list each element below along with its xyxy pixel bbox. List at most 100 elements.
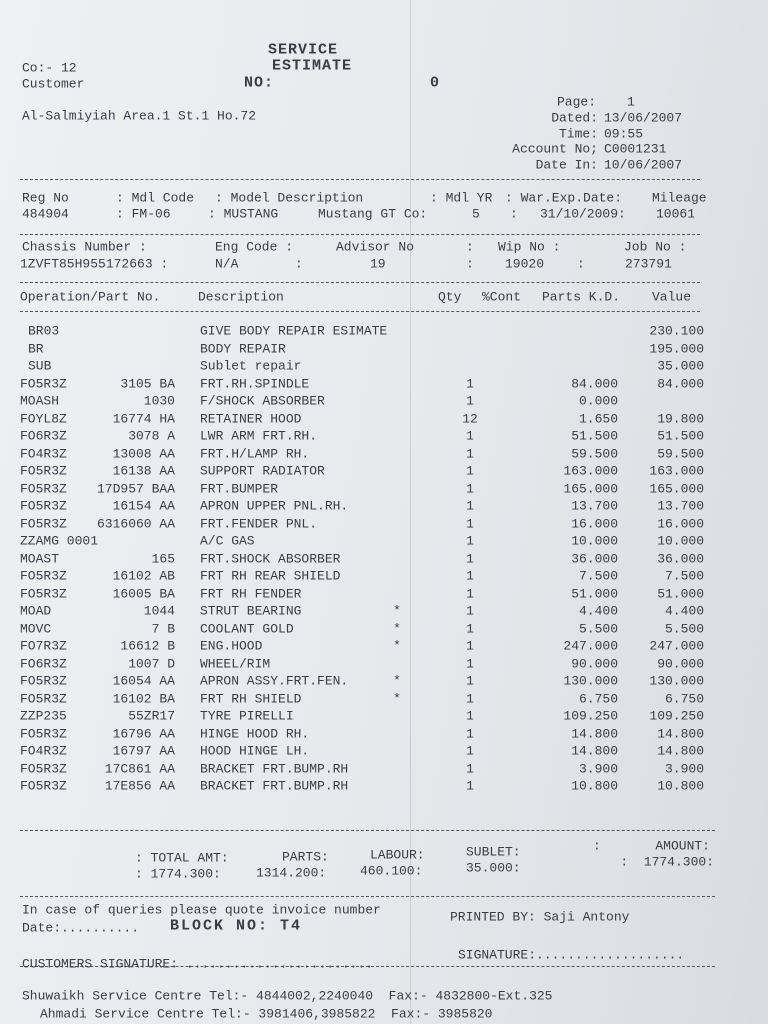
cell-value: 165.000 [649,481,704,496]
cell-parts: 51.500 [571,428,618,444]
cell-op: FO5R3Z [20,586,67,601]
cell-part: 16138 AA [112,463,175,479]
cell-op: FO5R3Z [20,463,67,479]
cell-qty: 1 [466,533,474,549]
cell-parts: 13.700 [571,498,618,514]
cell-op: ZZAMG 0001 [20,533,99,549]
field-value: 5 [472,206,480,222]
cell-part: 3105 BA [120,376,175,391]
cell-part: 13008 AA [112,446,175,461]
cell-parts: 10.800 [571,778,618,794]
cell-desc: GIVE BODY REPAIR ESIMATE [200,323,388,339]
cell-qty: 1 [466,726,474,741]
separator [20,896,715,897]
cell-op: FOYL8Z [20,411,67,426]
cell-value: 6.750 [664,691,704,706]
field-value: 484904 [22,206,69,222]
separator [20,282,700,283]
cell-value: 109.250 [649,708,704,724]
cell-qty: 1 [466,621,474,636]
parts-label: PARTS: [282,849,329,865]
sublet-value: 35.000: [466,860,521,876]
total-value: : 1774.300: [135,866,221,882]
field-label: : War.Exp.Date: [505,190,623,206]
cell-parts: 6.750 [578,691,618,706]
cell-op: BR03 [28,323,60,339]
field-label: : Mdl YR [430,190,493,206]
amount-label: : AMOUNT: [592,838,710,854]
field-value: N/A [215,256,239,272]
field-value: : [295,256,303,272]
cell-qty: 1 [466,603,474,619]
cell-op: FO6R3Z [20,656,67,671]
cell-desc: COOLANT GOLD [200,621,294,636]
cell-value: 4.400 [664,603,704,619]
cell-desc: Sublet repair [200,358,302,374]
cell-parts: 3.900 [578,761,618,776]
field-label: Eng Code : [215,239,294,255]
cell-op: FO5R3Z [20,673,67,689]
title: SERVICE [267,41,339,59]
labour-label: LABOUR: [370,847,425,863]
cell-part: 1044 [143,603,175,619]
separator [20,966,715,967]
cell-desc: HINGE HOOD RH. [200,726,310,741]
cell-desc: LWR ARM FRT.RH. [200,428,318,444]
cell-desc: BODY REPAIR [200,341,286,356]
field-label: : Mdl Code [116,190,195,206]
cell-part: 16774 HA [112,411,175,426]
cell-parts: 7.500 [578,568,618,584]
field-label: Mileage [652,190,707,206]
cell-part: 17C861 AA [104,761,175,776]
branch-contact: Shuwaikh Service Centre Tel:- 4844002,22… [22,988,553,1004]
cell-parts: 1.650 [578,411,618,426]
cell-op: MOASH [20,393,60,409]
column-header: Parts K.D. [542,289,621,305]
cell-part: 55ZR17 [128,708,175,724]
page-label: Page: [556,94,596,110]
paper-fold [410,0,411,1024]
cell-value: 16.000 [657,516,704,531]
cell-op: FO6R3Z [20,428,67,444]
cell-desc: BRACKET FRT.BUMP.RH [200,778,349,794]
cell-op: FO4R3Z [20,743,67,759]
cell-value: 7.500 [664,568,704,584]
cell-value: 59.500 [657,446,704,461]
field-value: : MUSTANG [208,206,279,222]
cell-op: FO5R3Z [20,498,67,514]
field-label: Reg No [22,190,69,206]
cell-part: 17E856 AA [104,778,175,794]
cell-qty: 1 [466,778,474,794]
cell-part: 16796 AA [112,726,175,741]
cell-desc: STRUT BEARING [200,603,302,619]
cell-op: FO5R3Z [20,691,67,706]
address: Al-Salmiyiah Area.1 St.1 Ho.72 [22,108,257,124]
cell-qty: 1 [466,673,474,689]
block-number: BLOCK NO: T4 [170,917,303,935]
cell-part: 16054 AA [112,673,175,689]
cell-parts: 51.000 [571,586,618,601]
field-value: 31/10/2009: [540,206,626,222]
cell-desc: F/SHOCK ABSORBER [200,393,325,409]
company: Co:- 12 [22,60,77,76]
branch-contact: Ahmadi Service Centre Tel:- 3981406,3985… [40,1006,493,1022]
cell-op: ZZP235 [20,708,67,724]
cell-qty: 1 [466,586,474,601]
cell-desc: WHEEL/RIM [200,656,271,671]
cell-parts: 109.250 [563,708,618,724]
cell-parts: 10.000 [571,533,618,549]
cell-qty: 1 [466,463,474,479]
cell-value: 195.000 [649,341,704,356]
date-line: Date:.......... [22,920,140,936]
cell-op: SUB [28,358,52,374]
cell-parts: 36.000 [571,551,618,566]
time: 09:55 [604,126,644,142]
cell-qty: 1 [466,428,474,444]
cell-value: 35.000 [657,358,704,374]
parts-value: 1314.200: [256,865,327,881]
field-value: 19020 [505,256,545,272]
number-label: NO: [244,74,275,92]
cell-parts: 5.500 [578,621,618,636]
cell-parts: 165.000 [563,481,618,496]
